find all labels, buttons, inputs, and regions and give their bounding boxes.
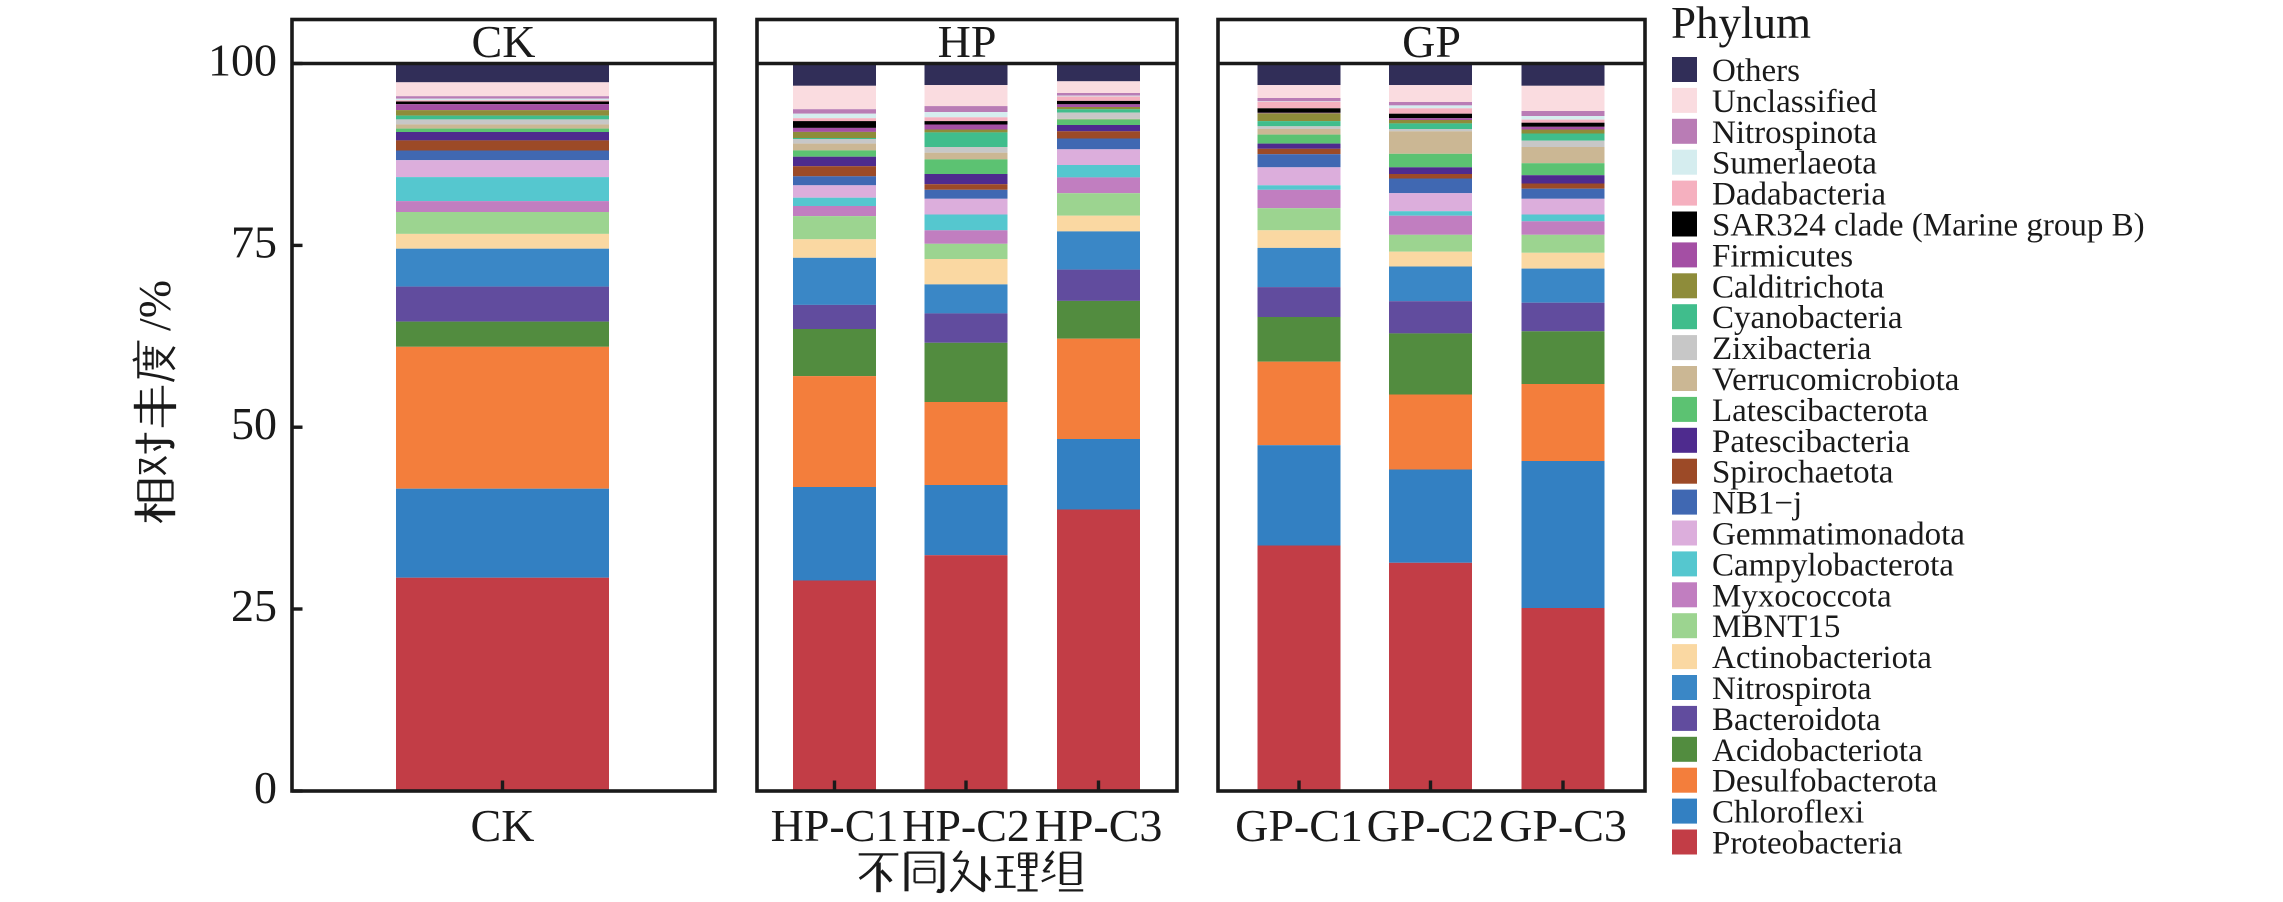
svg-text:Myxococcota: Myxococcota bbox=[1712, 578, 1892, 614]
svg-text:Unclassified: Unclassified bbox=[1712, 84, 1877, 120]
svg-text:Dadabacteria: Dadabacteria bbox=[1712, 177, 1886, 213]
svg-text:HP: HP bbox=[938, 16, 997, 67]
svg-text:Campylobacterota: Campylobacterota bbox=[1712, 547, 1954, 583]
svg-text:Chloroflexi: Chloroflexi bbox=[1712, 795, 1864, 831]
svg-text:Proteobacteria: Proteobacteria bbox=[1712, 826, 1903, 862]
svg-text:Firmicutes: Firmicutes bbox=[1712, 238, 1853, 274]
svg-text:CK: CK bbox=[471, 800, 535, 851]
svg-text:CK: CK bbox=[472, 16, 536, 67]
svg-text:HP-C3: HP-C3 bbox=[1035, 800, 1163, 851]
svg-text:Gemmatimonadota: Gemmatimonadota bbox=[1712, 517, 1965, 553]
svg-text:/%: /% bbox=[129, 280, 180, 331]
svg-text:Cyanobacteria: Cyanobacteria bbox=[1712, 300, 1903, 336]
svg-text:0: 0 bbox=[254, 762, 277, 813]
svg-text:GP-C2: GP-C2 bbox=[1367, 800, 1495, 851]
svg-text:HP-C1: HP-C1 bbox=[771, 800, 899, 851]
svg-text:75: 75 bbox=[231, 216, 277, 267]
svg-text:MBNT15: MBNT15 bbox=[1712, 609, 1840, 645]
svg-text:Patescibacteria: Patescibacteria bbox=[1712, 424, 1910, 460]
svg-text:SAR324 clade (Marine group B): SAR324 clade (Marine group B) bbox=[1712, 208, 2145, 244]
svg-text:NB1−j: NB1−j bbox=[1712, 486, 1802, 522]
svg-text:Verrucomicrobiota: Verrucomicrobiota bbox=[1712, 362, 1960, 398]
svg-text:100: 100 bbox=[208, 35, 277, 86]
svg-text:GP: GP bbox=[1402, 16, 1461, 67]
svg-text:Latescibacterota: Latescibacterota bbox=[1712, 393, 1929, 429]
svg-text:Phylum: Phylum bbox=[1671, 0, 1811, 48]
svg-text:Desulfobacterota: Desulfobacterota bbox=[1712, 764, 1938, 800]
svg-text:25: 25 bbox=[231, 580, 277, 631]
svg-text:Actinobacteriota: Actinobacteriota bbox=[1712, 640, 1932, 676]
svg-text:GP-C3: GP-C3 bbox=[1499, 800, 1627, 851]
svg-text:Bacteroidota: Bacteroidota bbox=[1712, 702, 1881, 738]
svg-text:Calditrichota: Calditrichota bbox=[1712, 269, 1885, 305]
svg-text:Acidobacteriota: Acidobacteriota bbox=[1712, 733, 1923, 769]
svg-text:Zixibacteria: Zixibacteria bbox=[1712, 331, 1872, 367]
svg-text:Nitrospirota: Nitrospirota bbox=[1712, 671, 1872, 707]
svg-text:50: 50 bbox=[231, 398, 277, 449]
svg-text:Others: Others bbox=[1712, 53, 1800, 89]
svg-text:Nitrospinota: Nitrospinota bbox=[1712, 115, 1877, 151]
svg-text:Spirochaetota: Spirochaetota bbox=[1712, 455, 1894, 491]
svg-text:GP-C1: GP-C1 bbox=[1235, 800, 1363, 851]
svg-text:Sumerlaeota: Sumerlaeota bbox=[1712, 146, 1877, 182]
svg-text:HP-C2: HP-C2 bbox=[902, 800, 1030, 851]
